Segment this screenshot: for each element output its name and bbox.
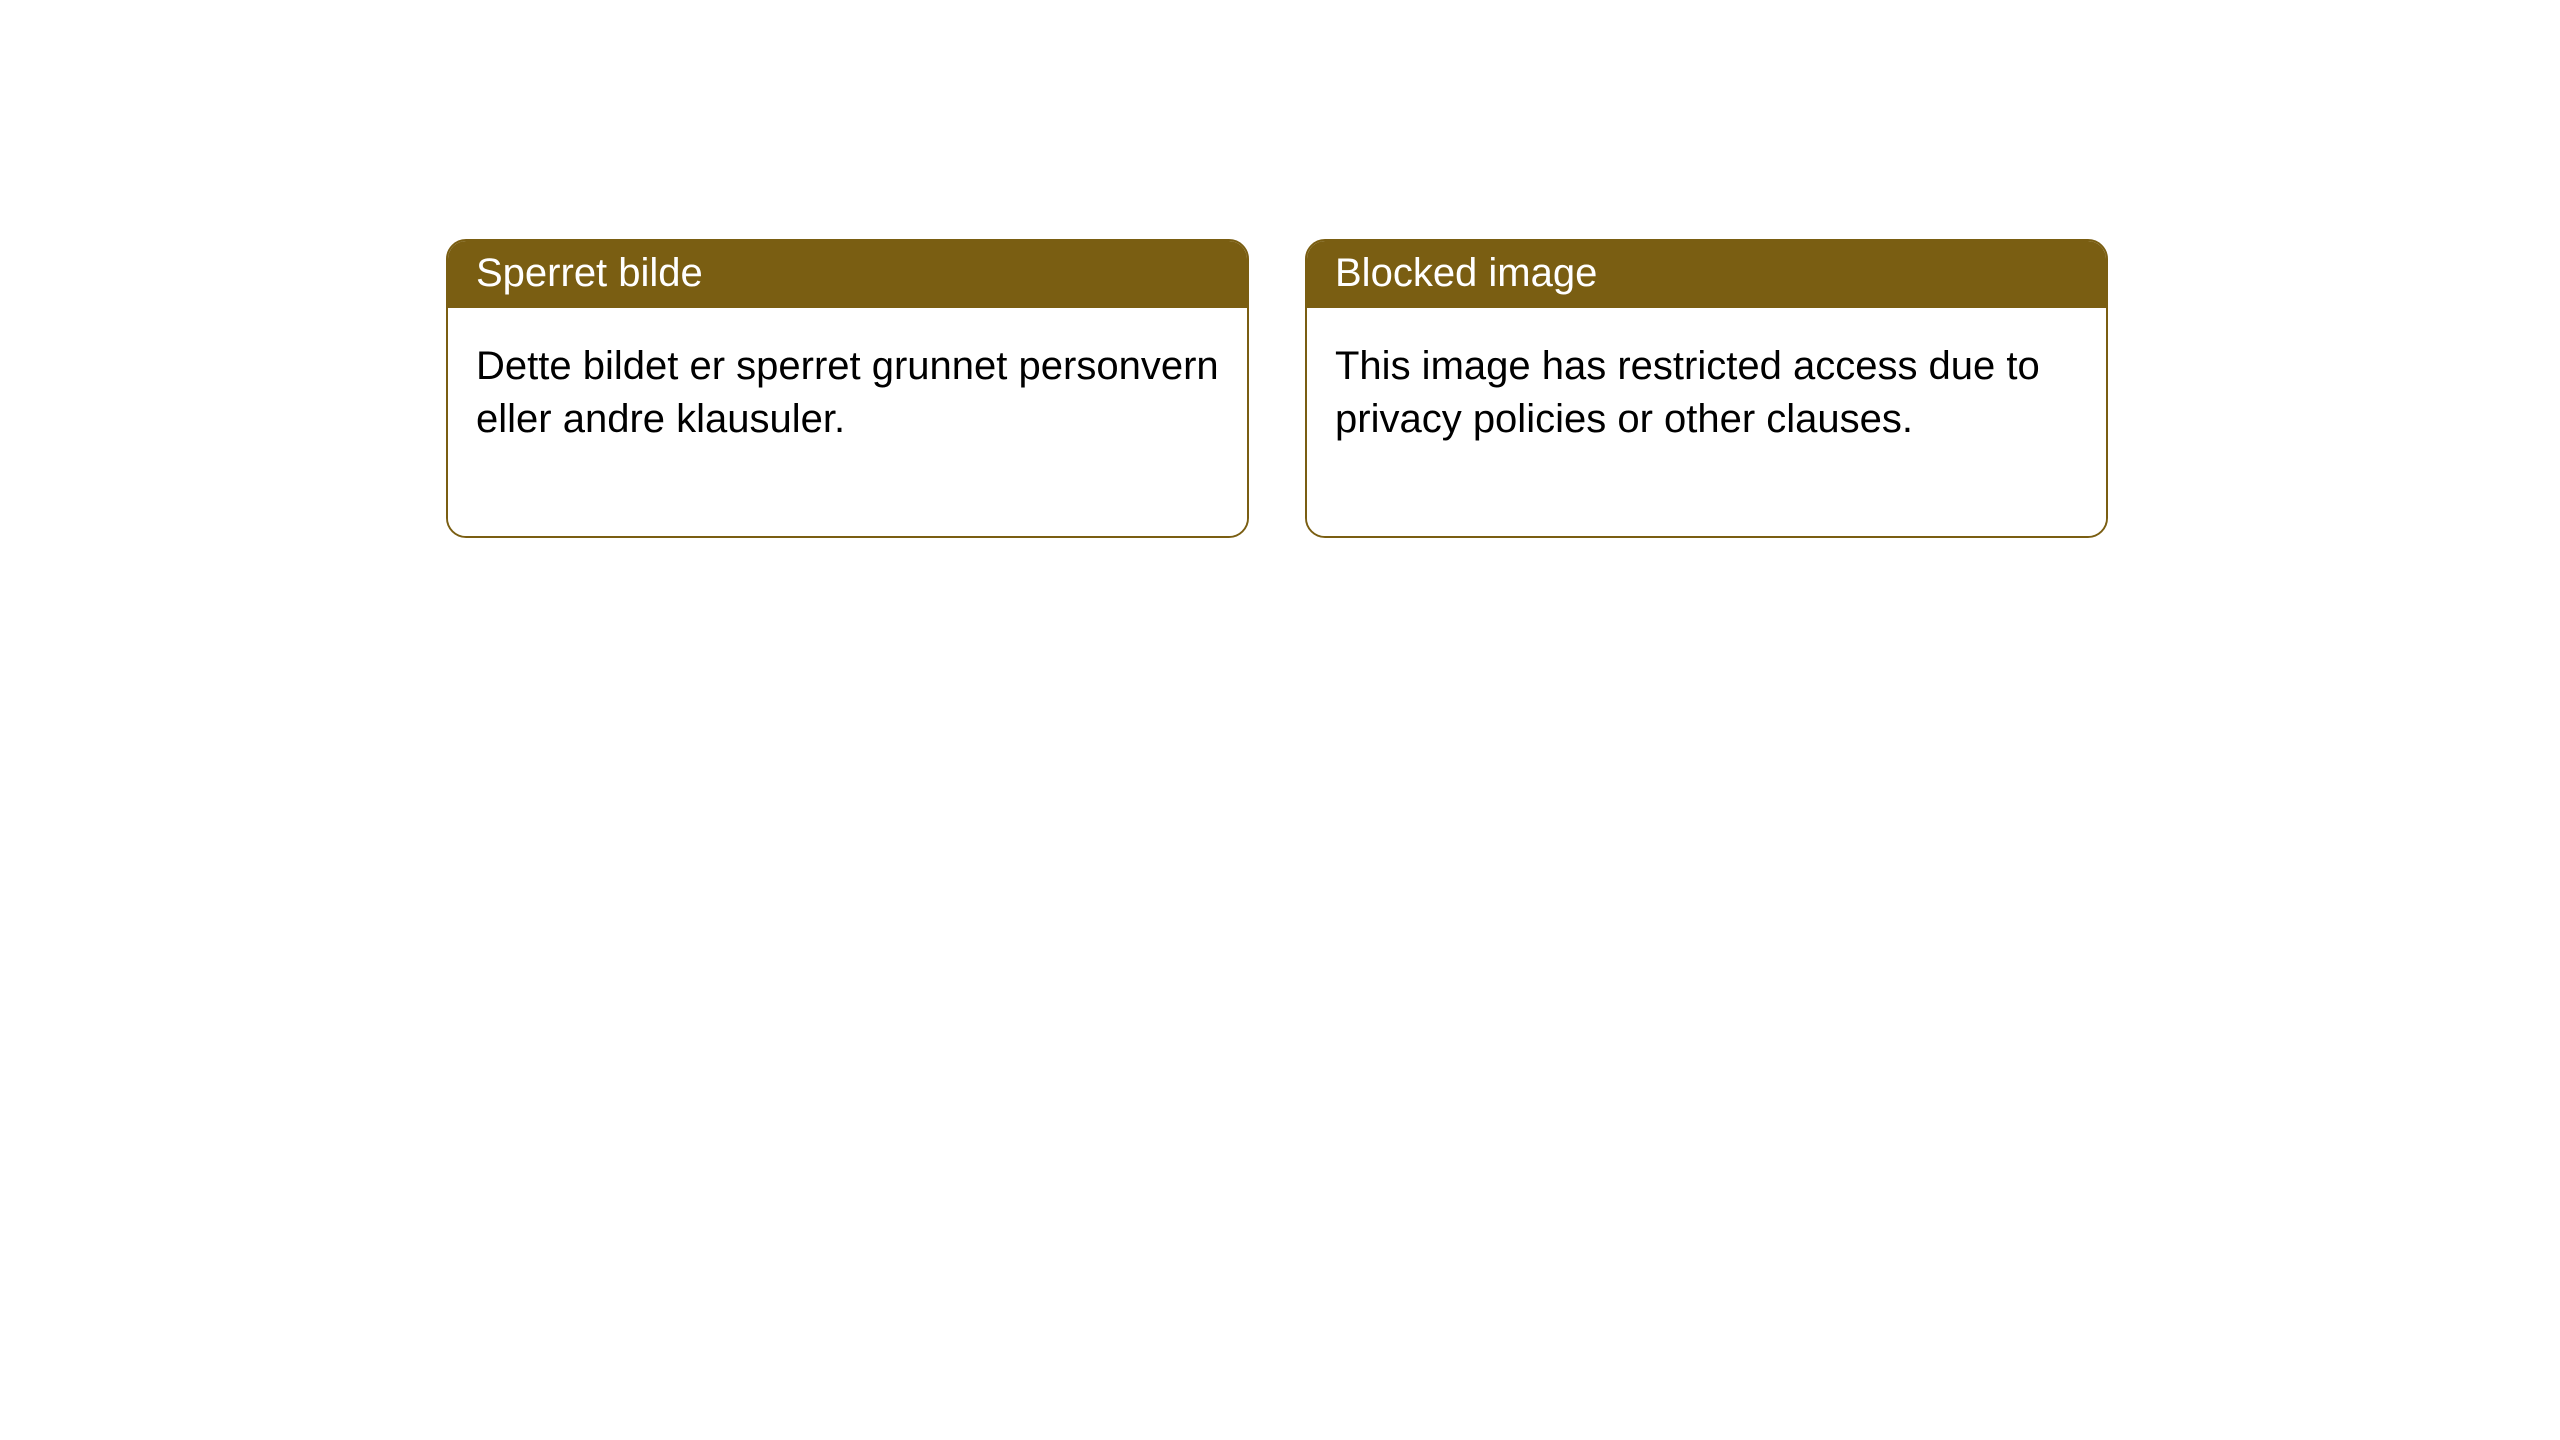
notice-card-body: Dette bildet er sperret grunnet personve… xyxy=(448,308,1247,536)
notice-card-english: Blocked image This image has restricted … xyxy=(1305,239,2108,538)
notice-card-norwegian: Sperret bilde Dette bildet er sperret gr… xyxy=(446,239,1249,538)
notice-card-title: Blocked image xyxy=(1307,241,2106,308)
notice-container: Sperret bilde Dette bildet er sperret gr… xyxy=(0,0,2560,538)
notice-card-body: This image has restricted access due to … xyxy=(1307,308,2106,536)
notice-card-title: Sperret bilde xyxy=(448,241,1247,308)
